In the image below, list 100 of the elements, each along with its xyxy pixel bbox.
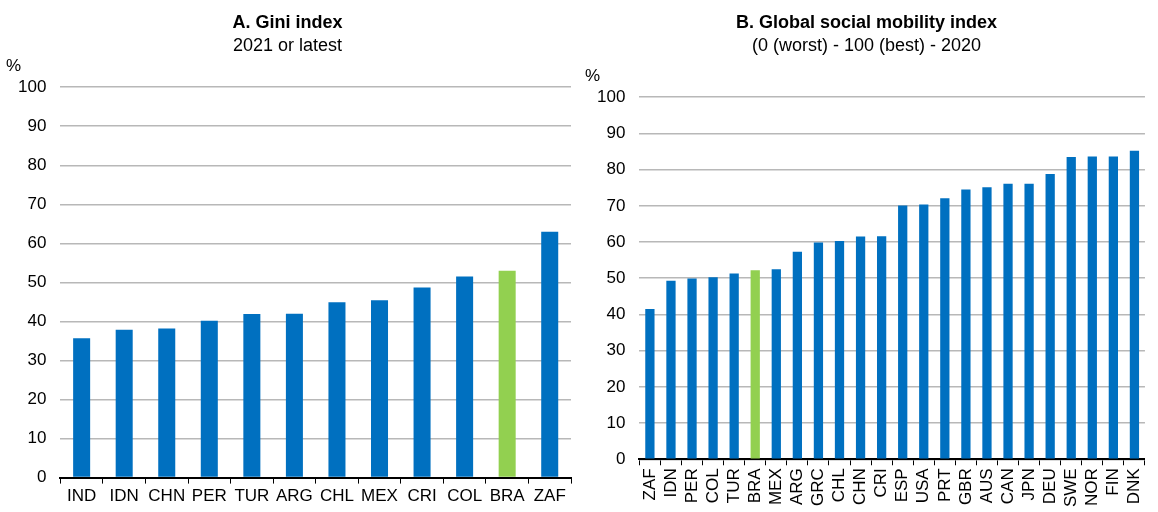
x-tick-label: CHN <box>148 486 186 506</box>
y-tick-label: 0 <box>615 448 626 468</box>
x-tick-label: ESP <box>892 468 912 503</box>
y-tick-label: 100 <box>596 86 626 106</box>
bar <box>645 309 655 459</box>
bar <box>1045 173 1055 459</box>
y-tick-label: 30 <box>606 340 626 360</box>
y-tick-label: 70 <box>606 195 626 215</box>
bar <box>73 338 91 477</box>
x-tick-label: ARG <box>275 486 313 506</box>
bar <box>371 300 389 477</box>
y-tick-label: 10 <box>606 412 626 432</box>
y-tick-label: 60 <box>27 233 47 253</box>
bar <box>1024 183 1034 459</box>
y-tick-label: 100 <box>17 76 47 96</box>
x-tick-label: GBR <box>955 468 975 506</box>
x-tick-label: ZAF <box>639 468 659 501</box>
bar <box>961 189 971 459</box>
chart-title: A. Gini index <box>232 11 343 32</box>
bar <box>158 328 176 477</box>
bar <box>1087 156 1097 459</box>
bar <box>771 269 781 459</box>
x-tick-label: FIN <box>1103 468 1123 496</box>
x-tick-label: TUR <box>723 468 743 504</box>
bar <box>115 329 133 477</box>
x-tick-label: ARG <box>787 468 807 506</box>
x-tick-label: SWE <box>1060 468 1080 508</box>
x-tick-label: TUR <box>234 486 270 506</box>
x-tick-label: MEX <box>765 468 785 506</box>
x-tick-label: BRA <box>744 467 764 504</box>
x-tick-label: CHL <box>319 486 354 506</box>
bar <box>413 287 431 477</box>
bar <box>498 270 516 477</box>
x-tick-label: JPN <box>1018 468 1038 501</box>
x-tick-label: GRC <box>808 468 828 507</box>
y-tick-label: 40 <box>606 304 626 324</box>
x-tick-label: CHL <box>829 468 849 503</box>
y-tick-label: 90 <box>606 123 626 143</box>
bar <box>456 276 474 477</box>
y-tick-label: 60 <box>606 231 626 251</box>
y-tick-label: 70 <box>27 194 47 214</box>
x-tick-label: PER <box>681 468 701 504</box>
x-tick-label: CRI <box>871 468 891 498</box>
x-tick-label: DEU <box>1039 468 1059 505</box>
bar <box>813 242 824 459</box>
bar <box>877 236 887 459</box>
chart-subtitle: 2021 or latest <box>232 35 343 56</box>
x-tick-label: CRI <box>407 486 437 506</box>
bar <box>200 320 218 477</box>
y-tick-label: 0 <box>36 467 47 487</box>
x-tick-label: MEX <box>361 486 398 506</box>
bar <box>243 314 261 477</box>
bar <box>666 280 676 459</box>
bar <box>834 240 845 459</box>
bar <box>687 278 697 459</box>
y-tick-label: 50 <box>606 267 626 287</box>
y-tick-label: 80 <box>606 159 626 179</box>
x-tick-label: PRT <box>934 468 954 502</box>
bar <box>855 236 866 459</box>
y-axis-title: % <box>585 66 601 86</box>
x-tick-label: BRA <box>489 486 526 506</box>
x-tick-label: COL <box>702 468 722 504</box>
bar <box>729 273 739 459</box>
x-tick-label: PER <box>191 486 227 506</box>
x-tick-label: NOR <box>1081 468 1101 507</box>
bar <box>898 205 908 459</box>
bar <box>328 302 346 477</box>
y-tick-label: 20 <box>606 376 626 396</box>
bar <box>1108 156 1118 459</box>
x-tick-label: USA <box>913 467 933 504</box>
x-tick-label: ZAF <box>533 486 566 506</box>
y-tick-label: 80 <box>27 154 47 174</box>
x-tick-label: AUS <box>976 468 996 504</box>
y-tick-label: 20 <box>27 389 47 409</box>
x-tick-label: COL <box>447 486 483 506</box>
bar <box>940 198 950 459</box>
y-axis-title: % <box>6 56 22 76</box>
bar <box>285 313 303 477</box>
y-tick-label: 40 <box>27 311 47 331</box>
bar <box>750 270 760 459</box>
y-tick-label: 50 <box>27 272 47 292</box>
x-tick-label: IDN <box>660 468 680 498</box>
bar <box>792 251 802 459</box>
bar <box>541 231 559 477</box>
x-tick-label: IND <box>67 486 97 506</box>
bar <box>1129 150 1140 459</box>
bar <box>919 204 929 459</box>
y-tick-label: 10 <box>27 428 47 448</box>
chart-title: B. Global social mobility index <box>735 11 998 32</box>
bar <box>982 187 992 459</box>
bar <box>1003 183 1013 459</box>
x-tick-label: IDN <box>109 486 139 506</box>
bar <box>1066 156 1076 459</box>
x-tick-label: CHN <box>850 468 870 506</box>
y-tick-label: 30 <box>27 350 47 370</box>
bar <box>708 277 718 459</box>
chart-subtitle: (0 (worst) - 100 (best) - 2020 <box>751 35 982 56</box>
y-tick-label: 90 <box>27 115 47 135</box>
x-tick-label: DNK <box>1124 467 1144 505</box>
x-tick-label: CAN <box>997 468 1017 505</box>
